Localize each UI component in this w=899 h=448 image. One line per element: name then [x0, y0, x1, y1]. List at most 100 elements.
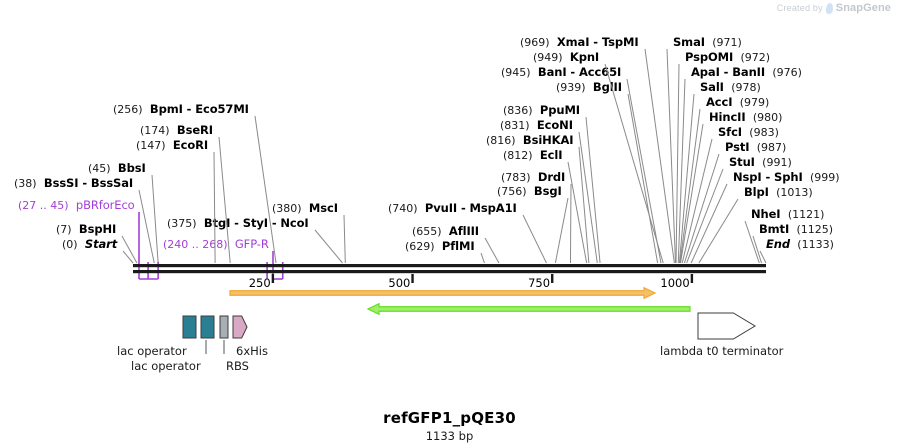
label-name: BpmI - Eco57MI [149, 102, 249, 116]
enzyme-label-bseri: (174) BseRI [140, 124, 213, 137]
primer-label-pbrforeco: (27 .. 45) pBRforEco [18, 198, 135, 212]
label-name: NheI [751, 207, 781, 221]
leader-lines [121, 48, 767, 280]
label-name: EcoNI [536, 118, 573, 132]
plasmid-length: 1133 bp [425, 429, 474, 443]
label-position: (816) [486, 134, 516, 147]
label-position: (969) [520, 36, 550, 49]
enzyme-label-end: End (1133) [766, 237, 834, 251]
label-position: (45) [88, 162, 111, 175]
label-name: EclI [539, 148, 563, 162]
enzyme-label-pspomi: PspOMI (972) [685, 50, 771, 64]
enzyme-label-bmti: BmtI (1125) [759, 222, 833, 236]
ruler-tick-500: 500 [388, 276, 411, 290]
ruler-tick-1000: 1000 [660, 276, 690, 290]
label-position: (987) [756, 141, 787, 154]
enzyme-label-econi: (831) EcoNI [500, 118, 573, 132]
label-name: KpnI [569, 50, 600, 64]
enzyme-label-acci: AccI (979) [706, 95, 770, 109]
enzyme-label-bani: (945) BanI - Acc65I [501, 66, 621, 79]
label-position: (7) [56, 223, 72, 236]
enzyme-label-stui: StuI (991) [729, 155, 792, 169]
label-name: SalI [700, 80, 724, 94]
label-position: (756) [497, 185, 527, 198]
watermark-brand: SnapGene [835, 2, 891, 14]
label-position: (976) [772, 66, 802, 79]
label-name: PspOMI [685, 50, 734, 64]
label-position: (147) [136, 139, 166, 152]
ruler-tick-250: 250 [248, 276, 271, 290]
6xhis-label: 6xHis [236, 344, 268, 358]
label-position: (783) [501, 171, 531, 184]
range-arrows [229, 286, 691, 316]
label-name: XmaI - TspMI [556, 35, 639, 49]
label-position: (1121) [787, 208, 825, 221]
enzyme-label-ecori: (147) EcoRI [136, 139, 208, 152]
label-name: Start [84, 237, 118, 251]
label-name: ApaI - BanII [691, 65, 766, 79]
label-name: HincII [709, 110, 746, 124]
enzyme-label-xmai: (969) XmaI - TspMI [520, 35, 639, 49]
label-name: BsgI [533, 184, 562, 198]
label-name: AccI [706, 95, 733, 109]
label-position: (972) [740, 51, 771, 64]
label-name: BlpI [744, 185, 769, 199]
label-name: pBRforEco [75, 198, 135, 212]
label-name: SfcI [718, 125, 742, 139]
page-title: refGFP1_pQE30 [383, 409, 516, 427]
label-position: (971) [712, 36, 742, 49]
label-position: (240 .. 268) [163, 238, 228, 251]
label-position: (174) [140, 124, 170, 137]
enzyme-label-bpmi: (256) BpmI - Eco57MI [113, 102, 249, 116]
label-position: (1013) [776, 186, 813, 199]
label-name: PvuII - MspA1I [424, 201, 517, 215]
label-name: BssSI - BssSaI [43, 176, 134, 190]
label-position: (979) [739, 96, 770, 109]
enzyme-label-btgi: (375) BtgI - StyI - NcoI [167, 216, 309, 230]
enzyme-label-pvuii: (740) PvuII - MspA1I [388, 201, 517, 215]
feature-lac-operator-1 [182, 315, 197, 339]
label-name: MscI [308, 201, 338, 215]
green-gfp-arrow [366, 302, 691, 316]
label-position: (836) [503, 104, 533, 117]
label-name: DrdI [537, 170, 566, 184]
label-position: (978) [731, 81, 761, 94]
backbone [133, 264, 766, 274]
enzyme-label-ppumi: (836) PpuMI [503, 104, 580, 117]
feature-shapes [182, 312, 756, 340]
enzyme-label-afliii: (655) AflIII [412, 225, 479, 238]
enzyme-label-bbsi: (45) BbsI [88, 162, 146, 175]
label-name: NspI - SphI [733, 170, 803, 184]
label-name: PstI [725, 140, 750, 154]
enzyme-label-pflmi: (629) PflMI [405, 240, 475, 253]
label-name: BtgI - StyI - NcoI [203, 216, 309, 230]
enzyme-label-hincii: HincII (980) [709, 110, 782, 124]
enzyme-label-bsihkai: (816) BsiHKAI [486, 134, 574, 147]
enzyme-label-apai: ApaI - BanII (976) [691, 65, 802, 79]
label-name: StuI [729, 155, 755, 169]
enzyme-label-sfci: SfcI (983) [718, 125, 779, 139]
label-name: BspHI [78, 222, 117, 236]
feature-rbs [219, 315, 229, 339]
label-position: (740) [388, 202, 418, 215]
feature-lac-operator-2 [200, 315, 215, 339]
label-position: (629) [405, 240, 435, 253]
label-position: (38) [14, 177, 37, 190]
label-position: (812) [503, 149, 533, 162]
label-position: (27 .. 45) [18, 199, 69, 212]
lac-operator-label-2: lac operator [131, 359, 201, 373]
enzyme-label-start: (0) Start [62, 237, 118, 251]
label-name: End [766, 237, 790, 251]
label-position: (655) [412, 225, 442, 238]
label-position: (983) [749, 126, 779, 139]
enzyme-label-ecli: (812) EclI [503, 148, 563, 162]
label-name: BmtI [759, 222, 790, 236]
enzyme-label-bsphi: (7) BspHI [56, 222, 117, 236]
label-name: BglII [592, 80, 622, 94]
label-position: (256) [113, 103, 143, 116]
enzyme-label-nhei: NheI (1121) [751, 207, 825, 221]
enzyme-label-kpni: (949) KpnI [533, 50, 600, 64]
label-position: (999) [809, 171, 840, 184]
